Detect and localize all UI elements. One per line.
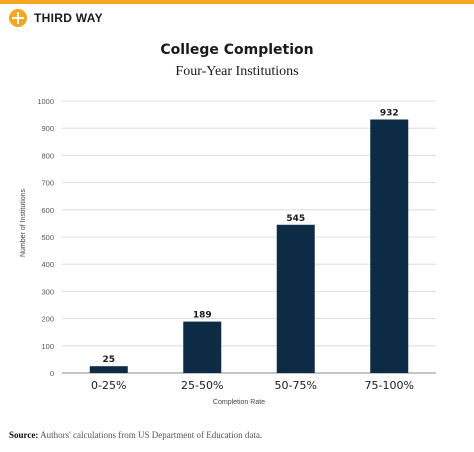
x-axis-ticks: 0-25% 25-50% 50-75% 75-100% xyxy=(91,379,414,392)
bar xyxy=(183,321,222,373)
x-tick-label: 50-75% xyxy=(275,379,317,392)
bar xyxy=(370,119,409,373)
x-axis-label: Completion Rate xyxy=(213,399,265,406)
data-label: 25 xyxy=(102,355,115,365)
x-tick-label: 25-50% xyxy=(181,379,223,392)
bar xyxy=(276,224,315,373)
y-tick-label: 0 xyxy=(50,369,54,378)
bars xyxy=(89,119,409,373)
y-axis-ticks: 0 100 200 300 400 500 600 700 800 900 1000 xyxy=(37,97,54,378)
y-tick-label: 200 xyxy=(41,315,54,324)
bar xyxy=(89,366,128,373)
brand-logo: THIRD WAY xyxy=(9,8,103,28)
y-tick-label: 400 xyxy=(41,260,54,269)
y-tick-label: 600 xyxy=(41,206,54,215)
y-tick-label: 900 xyxy=(41,124,54,133)
source-note: Source: Authors' calculations from US De… xyxy=(9,430,262,440)
y-tick-label: 1000 xyxy=(37,97,54,106)
x-tick-label: 75-100% xyxy=(365,379,414,392)
data-label: 932 xyxy=(380,108,399,118)
third-way-logo-icon xyxy=(9,9,27,27)
y-tick-label: 800 xyxy=(41,151,54,160)
y-tick-label: 700 xyxy=(41,179,54,188)
data-label: 545 xyxy=(286,214,305,224)
y-tick-label: 500 xyxy=(41,233,54,242)
source-label: Source: xyxy=(9,430,39,440)
x-tick-label: 0-25% xyxy=(91,379,126,392)
data-labels: 25 189 545 932 xyxy=(102,108,398,365)
y-tick-label: 300 xyxy=(41,287,54,296)
source-text: Authors' calculations from US Department… xyxy=(40,430,263,440)
chart-subtitle: Four-Year Institutions xyxy=(175,64,299,79)
y-tick-label: 100 xyxy=(41,342,54,351)
brand-accent-bar xyxy=(0,0,474,4)
y-axis-label: Number of Institutions xyxy=(20,188,27,257)
data-label: 189 xyxy=(193,311,212,321)
chart-title: College Completion xyxy=(160,42,314,58)
brand-name: THIRD WAY xyxy=(34,11,103,25)
